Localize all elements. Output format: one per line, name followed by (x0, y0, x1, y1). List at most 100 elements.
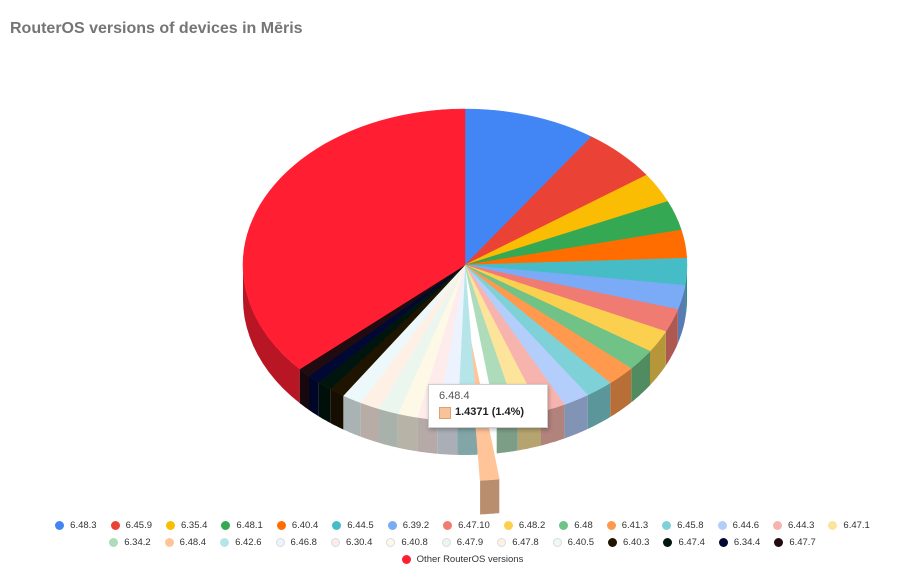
slice-side-6.45.8[interactable] (587, 383, 611, 429)
legend-swatch (110, 521, 120, 530)
legend-label: 6.35.4 (181, 520, 208, 531)
legend-item[interactable]: 6.40.5 (552, 537, 595, 548)
legend-swatch (220, 538, 230, 547)
slice-side-6.48.4[interactable] (480, 479, 500, 515)
legend-swatch (828, 521, 838, 530)
legend-item[interactable]: 6.47.9 (441, 537, 484, 548)
slice-6.45.9[interactable] (464, 136, 647, 266)
legend-swatch (441, 538, 451, 547)
legend-item[interactable]: 6.48.1 (221, 520, 263, 531)
legend-label: 6.34.4 (733, 537, 761, 548)
tooltip-value: 1.4371 (1.4%) (455, 406, 525, 418)
legend-label: 6.34.2 (124, 537, 151, 548)
legend-item[interactable]: 6.44.3 (773, 520, 814, 531)
tooltip-label: 6.48.4 (439, 390, 470, 402)
legend-label: 6.44.6 (732, 520, 759, 531)
legend-swatch (332, 521, 342, 530)
legend-item[interactable]: 6.47.10 (443, 520, 490, 531)
legend-item[interactable]: 6.44.5 (332, 520, 374, 531)
legend-item[interactable]: 6.45.9 (110, 520, 152, 531)
slice-side-6.47.9[interactable] (379, 408, 398, 448)
legend-label: 6.47.7 (789, 537, 816, 548)
legend-label: 6.47.8 (512, 537, 539, 548)
legend-item[interactable]: 6.47.7 (774, 537, 816, 548)
legend-swatch (606, 521, 616, 530)
legend-label: 6.47.9 (456, 537, 484, 548)
legend-item[interactable]: 6.48.2 (503, 520, 545, 531)
legend-label: 6.47.4 (678, 537, 705, 548)
legend-item[interactable]: 6.45.8 (662, 520, 704, 531)
legend-label: Other RouterOS versions (416, 554, 524, 565)
tooltip-swatch (439, 407, 451, 419)
slice-side-6.47.7[interactable] (299, 369, 309, 410)
slice-side-6.34.4[interactable] (309, 376, 319, 417)
legend-label: 6.40.3 (623, 537, 650, 548)
slice-side-6.41.3[interactable] (610, 368, 632, 417)
legend-label: 6.47.1 (843, 520, 870, 531)
slice-side-6.46.8[interactable] (437, 419, 458, 455)
slice-side-6.44.6[interactable] (564, 395, 588, 439)
legend-item[interactable]: 6.46.8 (275, 537, 317, 548)
slice-side-6.40.5[interactable] (343, 395, 361, 437)
legend-label: 6.48.1 (236, 520, 263, 531)
legend-item[interactable]: 6.39.2 (387, 520, 429, 531)
slice-side-6.40.3[interactable] (330, 389, 344, 430)
legend-item[interactable]: 6.30.4 (330, 537, 373, 548)
legend-item[interactable]: 6.34.4 (718, 537, 761, 548)
legend-label: 6.48.3 (70, 520, 97, 531)
slice-side-6.39.2[interactable] (677, 285, 686, 344)
legend-item[interactable]: 6.34.2 (109, 537, 151, 548)
legend-label: 6.45.9 (125, 520, 152, 531)
legend-label: 6.44.5 (347, 520, 374, 531)
slice-side-6.44.5[interactable] (685, 265, 687, 320)
slice-side-other-routeros-versions[interactable] (243, 265, 300, 404)
legend-swatch (663, 538, 673, 547)
legend-swatch (386, 538, 396, 547)
legend-item[interactable]: 6.44.6 (717, 520, 759, 531)
legend-swatch (276, 521, 286, 530)
chart-legend: 6.48.3 6.45.9 6.35.4 6.48.1 6.40.4 6.44.5 6.39… (10, 520, 915, 565)
slice-side-6.47.8[interactable] (360, 402, 379, 443)
legend-swatch (443, 521, 453, 530)
legend-item[interactable]: 6.47.1 (828, 520, 870, 531)
legend-item[interactable]: 6.48.4 (164, 537, 206, 548)
legend-swatch (164, 538, 174, 547)
legend-label: 6.41.3 (621, 520, 649, 531)
legend-swatch (55, 521, 65, 530)
legend-item[interactable]: 6.47.4 (663, 537, 705, 548)
legend-item[interactable]: 6.48 (559, 520, 593, 531)
legend-label: 6.48 (574, 520, 593, 531)
slice-side-6.47.10[interactable] (665, 309, 678, 366)
legend-item[interactable]: 6.40.3 (608, 537, 649, 548)
legend-label: 6.44.3 (788, 520, 815, 531)
legend-swatch (662, 521, 672, 530)
slice-side-6.48[interactable] (631, 351, 650, 403)
legend-swatch (559, 521, 569, 530)
legend-item[interactable]: Other RouterOS versions (401, 554, 524, 565)
legend-item[interactable]: 6.47.8 (497, 537, 539, 548)
legend-item[interactable]: 6.42.6 (220, 537, 262, 548)
slice-side-6.40.8[interactable] (397, 413, 418, 452)
slice-tooltip: 6.48.4 1.4371 (1.4%) (428, 384, 548, 428)
legend-item[interactable]: 6.40.8 (386, 537, 428, 548)
legend-swatch (275, 538, 285, 547)
legend-label: 6.40.4 (291, 520, 319, 531)
legend-label: 6.40.5 (567, 537, 595, 548)
legend-swatch (166, 521, 175, 530)
slice-6.48.3[interactable] (464, 108, 592, 266)
legend-item[interactable]: 6.41.3 (606, 520, 649, 531)
slice-other-routeros-versions[interactable] (242, 108, 466, 370)
legend-swatch (503, 521, 513, 530)
legend-item[interactable]: 6.48.3 (55, 520, 97, 531)
legend-swatch (109, 538, 119, 547)
legend-label: 6.30.4 (345, 537, 373, 548)
slice-side-6.47.4[interactable] (318, 382, 331, 423)
legend-item[interactable]: 6.40.4 (276, 520, 319, 531)
chart-title: RouterOS versions of devices in Mēris (10, 20, 303, 37)
legend-item[interactable]: 6.35.4 (166, 520, 207, 531)
legend-swatch (387, 521, 397, 530)
legend-swatch (552, 538, 562, 547)
slice-side-6.48.2[interactable] (650, 331, 666, 386)
slice-side-6.42.6[interactable] (457, 420, 478, 455)
